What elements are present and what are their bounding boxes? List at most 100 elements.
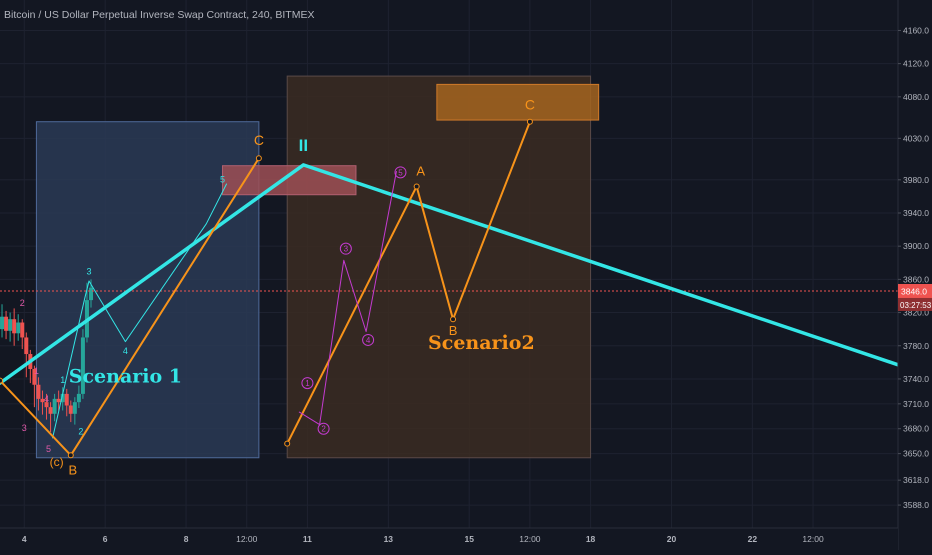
- candle-body: [32, 368, 37, 385]
- series-line: [298, 171, 397, 426]
- y-tick-label: 4080.0: [903, 92, 929, 102]
- series-point: [255, 155, 262, 162]
- wave-circle-label: 1: [305, 379, 310, 388]
- wave-circle-label: 5: [398, 168, 403, 177]
- candle-body: [40, 398, 45, 403]
- wave-label: B: [449, 323, 458, 338]
- candle-body: [89, 287, 94, 301]
- y-tick-label: 3780.0: [903, 341, 929, 351]
- zone-rect: [221, 165, 357, 196]
- series-point: [67, 452, 74, 459]
- x-tick-label: 11: [303, 534, 312, 544]
- wave-label: C: [525, 96, 535, 112]
- x-tick-label: 8: [184, 534, 189, 544]
- lines-layer: [0, 118, 900, 459]
- x-tick-label: 12:00: [802, 534, 824, 544]
- x-tick-label: 20: [667, 534, 677, 544]
- candle-body: [24, 337, 29, 355]
- x-tick-label: 15: [464, 534, 474, 544]
- y-tick-label: 3900.0: [903, 241, 929, 251]
- chart-title: Bitcoin / US Dollar Perpetual Inverse Sw…: [4, 9, 315, 21]
- series-line: [52, 183, 227, 439]
- y-tick-label: 3710.0: [903, 399, 929, 409]
- y-tick-label: 3650.0: [903, 449, 929, 459]
- wave-label: C: [254, 132, 264, 148]
- series-point: [284, 440, 291, 447]
- y-tick-label: 3980.0: [903, 175, 929, 185]
- y-tick-label: 3618.0: [903, 475, 929, 485]
- y-tick-label: 3820.0: [903, 308, 929, 318]
- x-tick-label: 4: [22, 534, 27, 544]
- wave-label: 3: [86, 266, 91, 276]
- x-axis-panel: [0, 528, 898, 550]
- series-point: [450, 316, 457, 323]
- wave-circle-label: 4: [366, 336, 371, 345]
- wave-label: 5: [220, 174, 225, 184]
- series-line: [0, 163, 900, 385]
- candle-body: [20, 322, 25, 338]
- candle-body: [76, 393, 81, 403]
- y-tick-label: 4030.0: [903, 133, 929, 143]
- wave-label: 2: [20, 298, 25, 308]
- y-tick-label: 3860.0: [903, 274, 929, 284]
- candle-body: [56, 398, 61, 403]
- wave-circle-label: 3: [344, 245, 349, 254]
- x-tick-label: 12:00: [519, 534, 541, 544]
- candle-body: [52, 398, 57, 414]
- series-point: [526, 118, 533, 125]
- candle-body: [68, 405, 73, 414]
- y-tick-label: 4160.0: [903, 25, 929, 35]
- wave-label: II: [299, 136, 308, 155]
- price-tag-label: 3846.0: [901, 286, 927, 296]
- zones-layer: [35, 75, 600, 459]
- candle-body: [72, 402, 77, 414]
- zone-rect: [436, 83, 600, 121]
- wave-label: 4: [44, 394, 49, 404]
- price-tag: [898, 283, 932, 298]
- wave-circle: [362, 333, 375, 346]
- candle-body: [44, 402, 49, 408]
- wave-label: 1: [34, 366, 39, 376]
- wave-label: (c): [50, 455, 64, 469]
- wave-label: 2: [78, 427, 83, 437]
- countdown-label: 03:27:53: [900, 301, 932, 310]
- scenario-annotation: Scenario 1: [69, 365, 182, 387]
- candle-body: [4, 316, 9, 331]
- x-tick-label: 22: [748, 534, 758, 544]
- candle-body: [80, 337, 85, 394]
- series-line: [286, 120, 531, 445]
- candle-body: [16, 322, 21, 334]
- wave-label: 3: [22, 423, 27, 433]
- wave-label: A: [416, 164, 425, 179]
- candle-body: [36, 384, 41, 399]
- candle-body: [8, 319, 13, 331]
- wave-circle: [317, 422, 330, 435]
- countdown-tag: [898, 297, 932, 311]
- y-tick-label: 3740.0: [903, 374, 929, 384]
- y-tick-label: 3680.0: [903, 424, 929, 434]
- candle-body: [48, 407, 53, 414]
- wave-label: 4: [123, 346, 128, 356]
- wave-label: B: [68, 462, 77, 477]
- candle-body: [12, 319, 17, 334]
- zone-rect: [35, 121, 260, 459]
- scenario-annotation: Scenario2: [428, 332, 535, 354]
- wave-circle: [339, 242, 352, 255]
- y-axis-panel: [898, 0, 932, 550]
- x-tick-label: 6: [103, 534, 108, 544]
- series-point: [413, 183, 420, 190]
- candle-body: [0, 316, 5, 330]
- x-tick-label: 18: [586, 534, 596, 544]
- x-tick-label: 13: [384, 534, 394, 544]
- candle-body: [60, 393, 65, 403]
- y-tick-label: 4120.0: [903, 59, 929, 69]
- wave-circle: [301, 377, 314, 390]
- series-point: [0, 377, 3, 384]
- candle-body: [64, 393, 69, 406]
- wave-circle-label: 2: [321, 425, 326, 434]
- wave-label: 1: [60, 375, 65, 385]
